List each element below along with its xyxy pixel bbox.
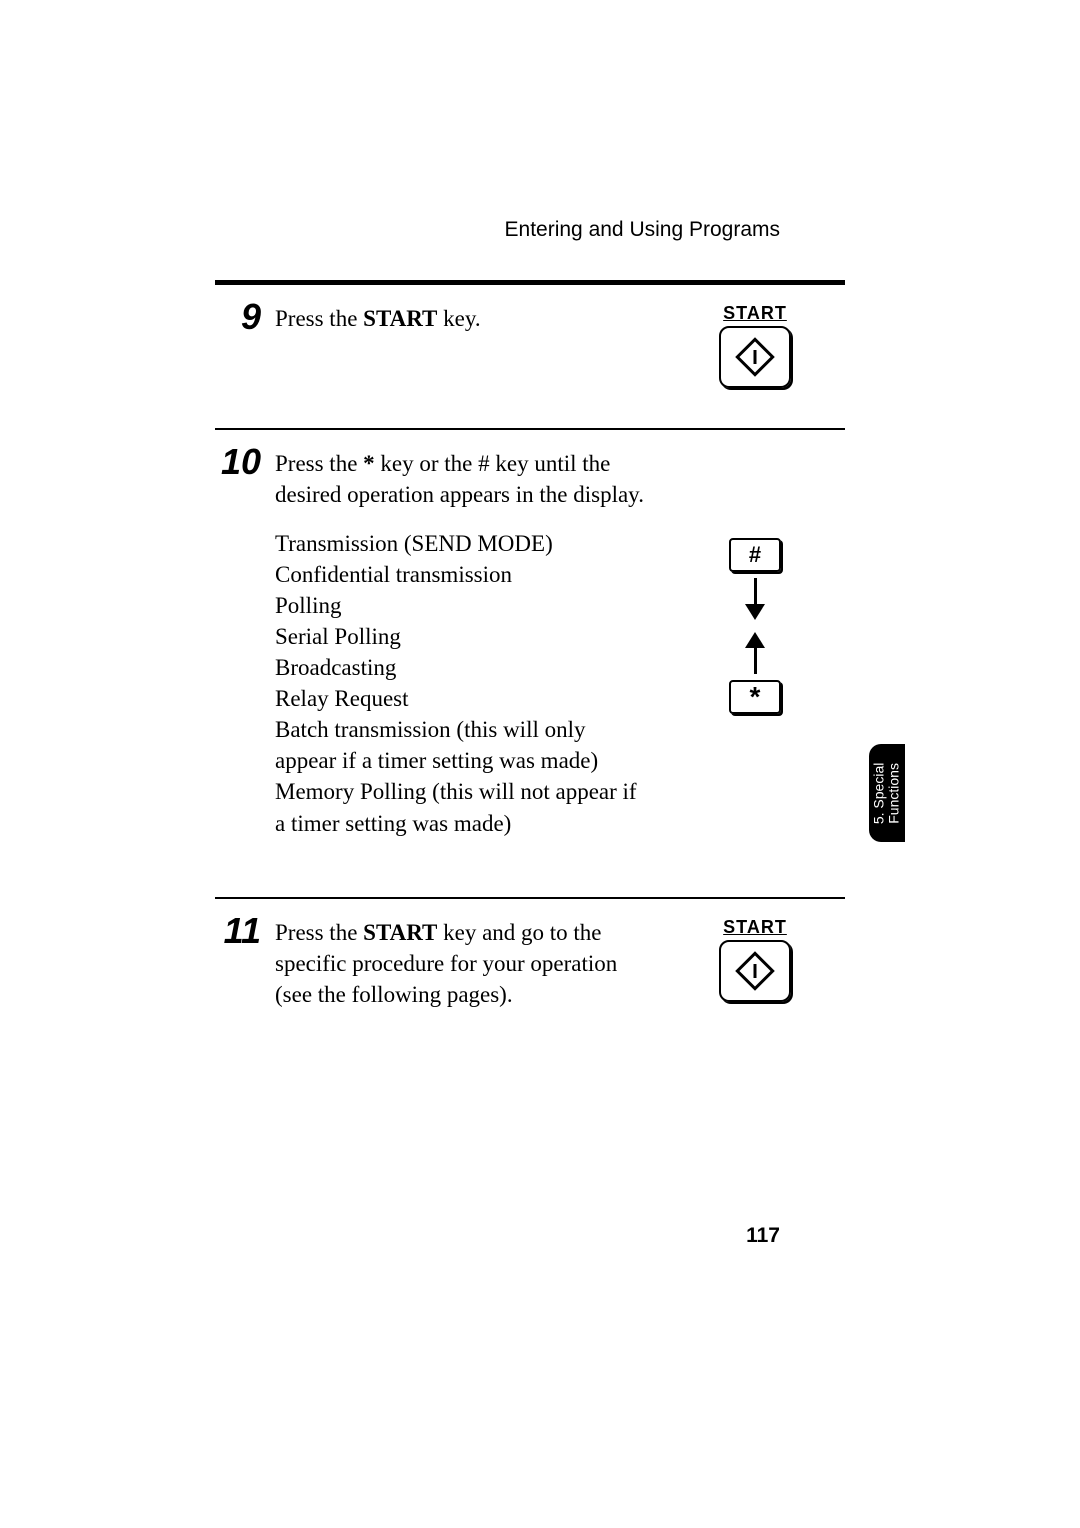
step-number: 11 [215,913,275,949]
step-body: Press the START key and go to the specif… [275,917,845,1028]
step-9: 9 Press the START key. START [215,303,845,388]
step-text: Press the START key and go to the specif… [275,917,665,1028]
step-9-illustration: START [665,303,845,388]
step-10-illustration: # * [665,448,845,857]
divider-rule [215,428,845,430]
step-10: 10 Press the * key or the # key until th… [215,448,845,857]
start-label: START [723,917,787,938]
arrow-up-icon [745,632,765,674]
diamond-icon [735,951,775,991]
header-title: Entering and Using Programs [505,218,780,242]
step-10-p2: Transmission (SEND MODE)Confidential tra… [275,528,645,838]
page: Entering and Using Programs 9 Press the … [0,0,1080,1528]
step-11-illustration: START [665,917,845,1028]
top-rule [215,280,845,285]
step-body: Press the * key or the # key until the d… [275,448,845,857]
step-text: Press the START key. [275,303,665,388]
side-tab-line2: Functions [886,763,902,824]
star-glyph: * [750,689,761,706]
step-11: 11 Press the START key and go to the spe… [215,917,845,1028]
chapter-side-tab: 5. Special Functions [869,744,905,842]
step-number: 10 [215,444,275,480]
step-10-p1: Press the * key or the # key until the d… [275,448,645,510]
divider-rule [215,897,845,899]
start-button-icon [719,940,791,1002]
step-9-p1: Press the START key. [275,303,645,334]
step-text: Press the * key or the # key until the d… [275,448,665,857]
start-button-icon [719,326,791,388]
step-number: 9 [215,299,275,335]
start-label: START [723,303,787,324]
step-body: Press the START key. START [275,303,845,388]
arrow-down-icon [745,578,765,620]
side-tab-line1: 5. Special [871,762,887,823]
side-tab-text: 5. Special Functions [872,762,903,823]
hash-key-icon: # [729,538,781,572]
diamond-icon [735,337,775,377]
content-area: 9 Press the START key. START 10 Press th… [215,280,845,1028]
star-key-icon: * [729,680,781,714]
step-11-p1: Press the START key and go to the specif… [275,917,645,1010]
page-number: 117 [746,1224,780,1248]
